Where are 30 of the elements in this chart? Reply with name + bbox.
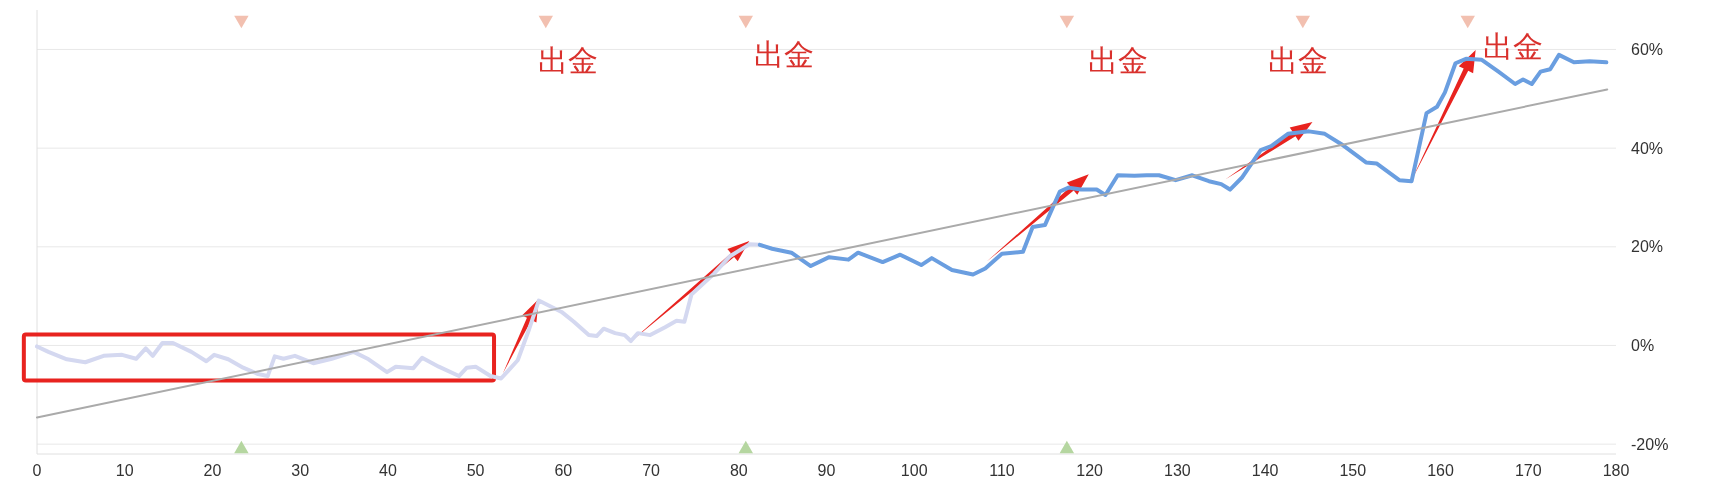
x-tick-label: 90 [817,462,836,479]
y-tick-label: -20% [1631,435,1669,453]
x-tick-label: 70 [642,462,661,479]
x-tick-label: 100 [900,462,928,479]
x-tick-label: 170 [1514,462,1542,479]
x-tick-label: 20 [203,462,222,479]
x-tick-label: 30 [291,462,310,479]
x-tick-label: 130 [1164,462,1191,479]
x-tick-label: 150 [1339,462,1367,479]
annotation: 出金 [1483,29,1544,63]
x-tick-label: 0 [32,462,42,479]
annotation: 出金 [1268,43,1329,77]
y-tick-label: 40% [1631,139,1664,157]
x-tick-label: 60 [554,462,573,479]
y-tick-label: 0% [1631,337,1655,355]
x-tick-label: 110 [989,462,1015,479]
x-tick-label: 80 [729,462,748,479]
x-tick-label: 50 [466,462,485,479]
x-tick-label: 140 [1251,462,1279,479]
annotation: 出金 [537,43,598,77]
y-tick-label: 60% [1631,41,1664,59]
x-tick-label: 120 [1076,462,1104,479]
annotation: 出金 [1087,43,1148,77]
x-tick-label: 40 [378,462,397,479]
x-tick-label: 180 [1602,462,1630,479]
line-series [35,242,762,381]
annotation: 出金 [754,37,815,71]
x-tick-label: 160 [1427,462,1454,479]
y-tick-label: 20% [1631,238,1664,256]
x-tick-label: 10 [115,462,134,479]
